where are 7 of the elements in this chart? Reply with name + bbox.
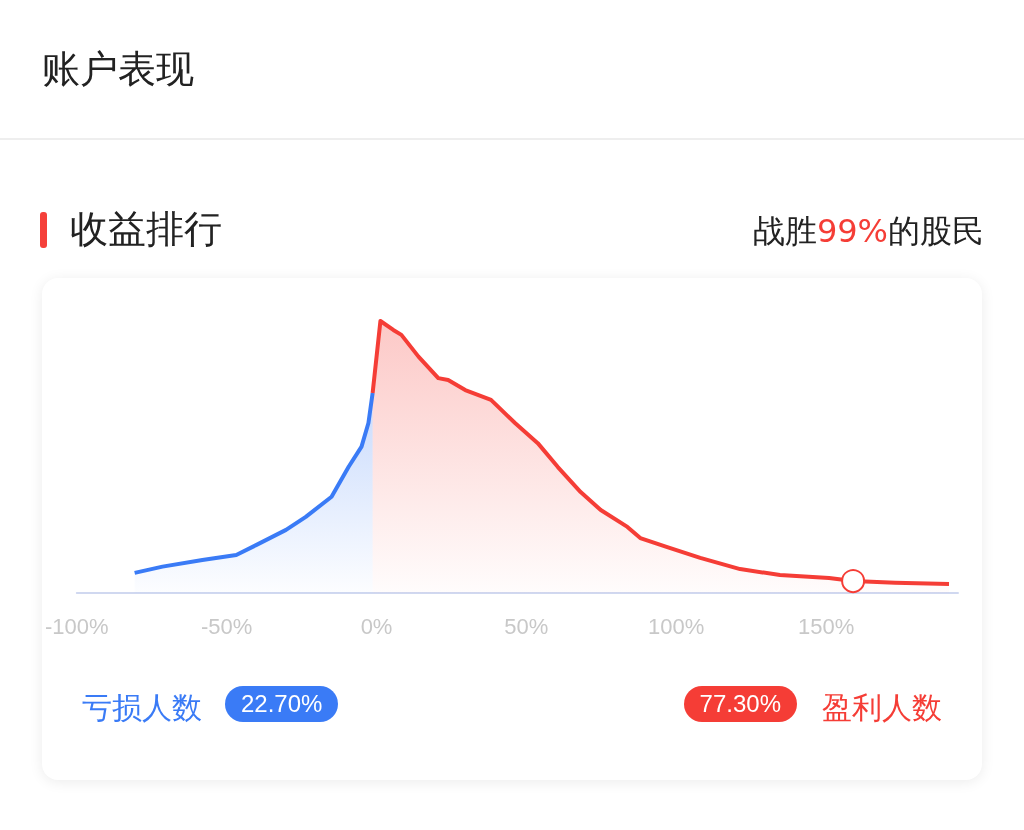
text: 22.70% [225, 686, 339, 722]
chart-title: 收益排行 [70, 206, 222, 253]
text: 亏损人数 [82, 689, 202, 727]
text: 盈利人数 [822, 689, 942, 727]
text: 77.30% [683, 686, 797, 722]
text: 账户表现 [42, 46, 194, 93]
chart-subtitle: 战胜99%的股民 [752, 212, 984, 250]
